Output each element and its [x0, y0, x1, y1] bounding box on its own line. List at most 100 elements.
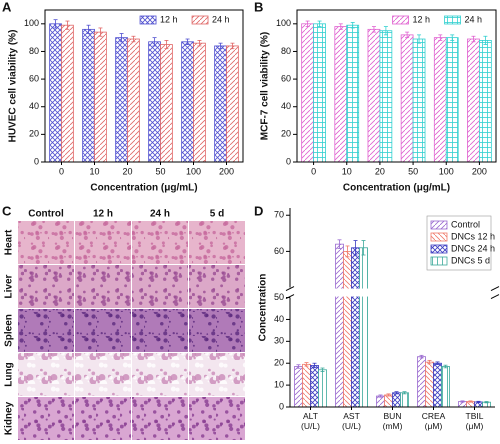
y-tick-label: 100 — [24, 18, 39, 28]
x-axis-title: Concentration (μg/mL) — [90, 183, 197, 194]
legend-label: 12 h — [160, 14, 178, 24]
legend-swatch — [392, 15, 409, 25]
histology-image — [75, 221, 131, 264]
bar — [334, 26, 348, 163]
legend-swatch — [430, 220, 448, 230]
plot-frame — [296, 9, 497, 163]
bar — [160, 44, 173, 163]
x-axis-title: Concentration (μg/mL) — [343, 183, 450, 194]
x-tick-label: 10 — [342, 166, 352, 176]
y-tick-label: 0 — [286, 156, 291, 166]
x-tick-label: CREA (μM) — [421, 411, 446, 431]
error-bar — [296, 364, 301, 369]
error-bar — [98, 27, 103, 37]
axis-break-mark — [285, 286, 295, 291]
histology-image — [132, 221, 188, 264]
error-bar — [371, 26, 376, 33]
legend-label: 24 h — [465, 14, 483, 24]
column-label: 12 h — [93, 209, 113, 220]
bar — [310, 365, 319, 408]
x-tick-label: 200 — [472, 166, 487, 176]
histology-image — [75, 265, 131, 308]
x-tick-label: BUN (mM) — [382, 411, 403, 431]
error-bar — [230, 42, 235, 50]
histology-image — [132, 309, 188, 352]
legend-swatch — [191, 15, 209, 25]
error-bar — [312, 362, 317, 368]
y-tick-label: 0 — [34, 156, 39, 166]
panel-label: D — [254, 203, 263, 218]
panel-label: C — [2, 203, 12, 218]
error-bar — [378, 394, 383, 398]
error-bar — [427, 359, 432, 365]
error-bar — [394, 391, 399, 395]
y-tick-label: 20 — [29, 129, 39, 139]
error-bar — [402, 391, 407, 395]
bar — [94, 31, 107, 163]
bar — [346, 24, 360, 163]
y-tick-label: 0 — [279, 401, 284, 411]
x-tick-label: AST (U/L) — [342, 411, 361, 431]
bar — [335, 243, 344, 408]
error-bar — [419, 354, 424, 359]
error-bar — [337, 239, 342, 249]
legend-label: DNCs 5 d — [451, 255, 490, 265]
y-tick-label: 40 — [274, 314, 284, 324]
error-bar — [361, 240, 366, 256]
x-tick-label: 20 — [122, 166, 132, 176]
bar — [351, 247, 360, 408]
error-bar — [53, 19, 58, 29]
column-label: Control — [28, 209, 64, 220]
bar — [445, 37, 459, 163]
legend-swatch — [430, 244, 448, 254]
error-bar — [218, 42, 223, 50]
legend-label: 24 h — [212, 14, 230, 24]
bar — [294, 366, 303, 408]
error-bar — [197, 40, 202, 47]
column-label: 5 d — [210, 209, 224, 220]
x-tick-label: TBIL (μM) — [465, 411, 484, 431]
y-tick-label: 70 — [274, 210, 284, 220]
error-bar — [383, 26, 388, 36]
bar — [379, 30, 393, 163]
histology-image — [189, 353, 245, 396]
y-tick-label: 80 — [281, 46, 291, 56]
bar — [367, 28, 381, 163]
axis-break-mark — [490, 294, 500, 299]
bar — [181, 41, 194, 163]
y-tick-label: 50 — [274, 292, 284, 302]
error-bar — [131, 35, 136, 43]
bar — [193, 42, 206, 163]
y-axis-title: Concentration — [258, 274, 269, 342]
bar — [301, 23, 314, 163]
error-bar — [386, 393, 391, 397]
y-tick-label: 80 — [29, 46, 39, 56]
bar — [49, 23, 62, 163]
legend-swatch — [444, 15, 461, 25]
legend-label: Control — [451, 219, 480, 229]
x-tick-label: 10 — [89, 166, 99, 176]
histology-image — [189, 265, 245, 308]
error-bar — [353, 240, 358, 256]
bar — [425, 361, 434, 408]
x-tick-label: 20 — [375, 166, 385, 176]
error-bar — [345, 245, 350, 258]
column-label: 24 h — [150, 209, 170, 220]
histology-image — [132, 353, 188, 396]
histology-image — [18, 397, 74, 440]
error-bar — [185, 38, 190, 45]
error-bar — [350, 22, 355, 29]
error-bar — [417, 34, 422, 44]
histology-image — [18, 309, 74, 352]
x-tick-label: 100 — [439, 166, 454, 176]
row-label: Heart — [4, 229, 15, 255]
row-label: Lung — [4, 362, 15, 386]
bar — [433, 362, 442, 408]
y-tick-label: 60 — [274, 246, 284, 256]
row-label: Kidney — [4, 401, 15, 435]
histology-image — [75, 353, 131, 396]
bar — [479, 40, 492, 163]
x-tick-label: 0 — [311, 166, 316, 176]
x-tick-label: 50 — [155, 166, 165, 176]
